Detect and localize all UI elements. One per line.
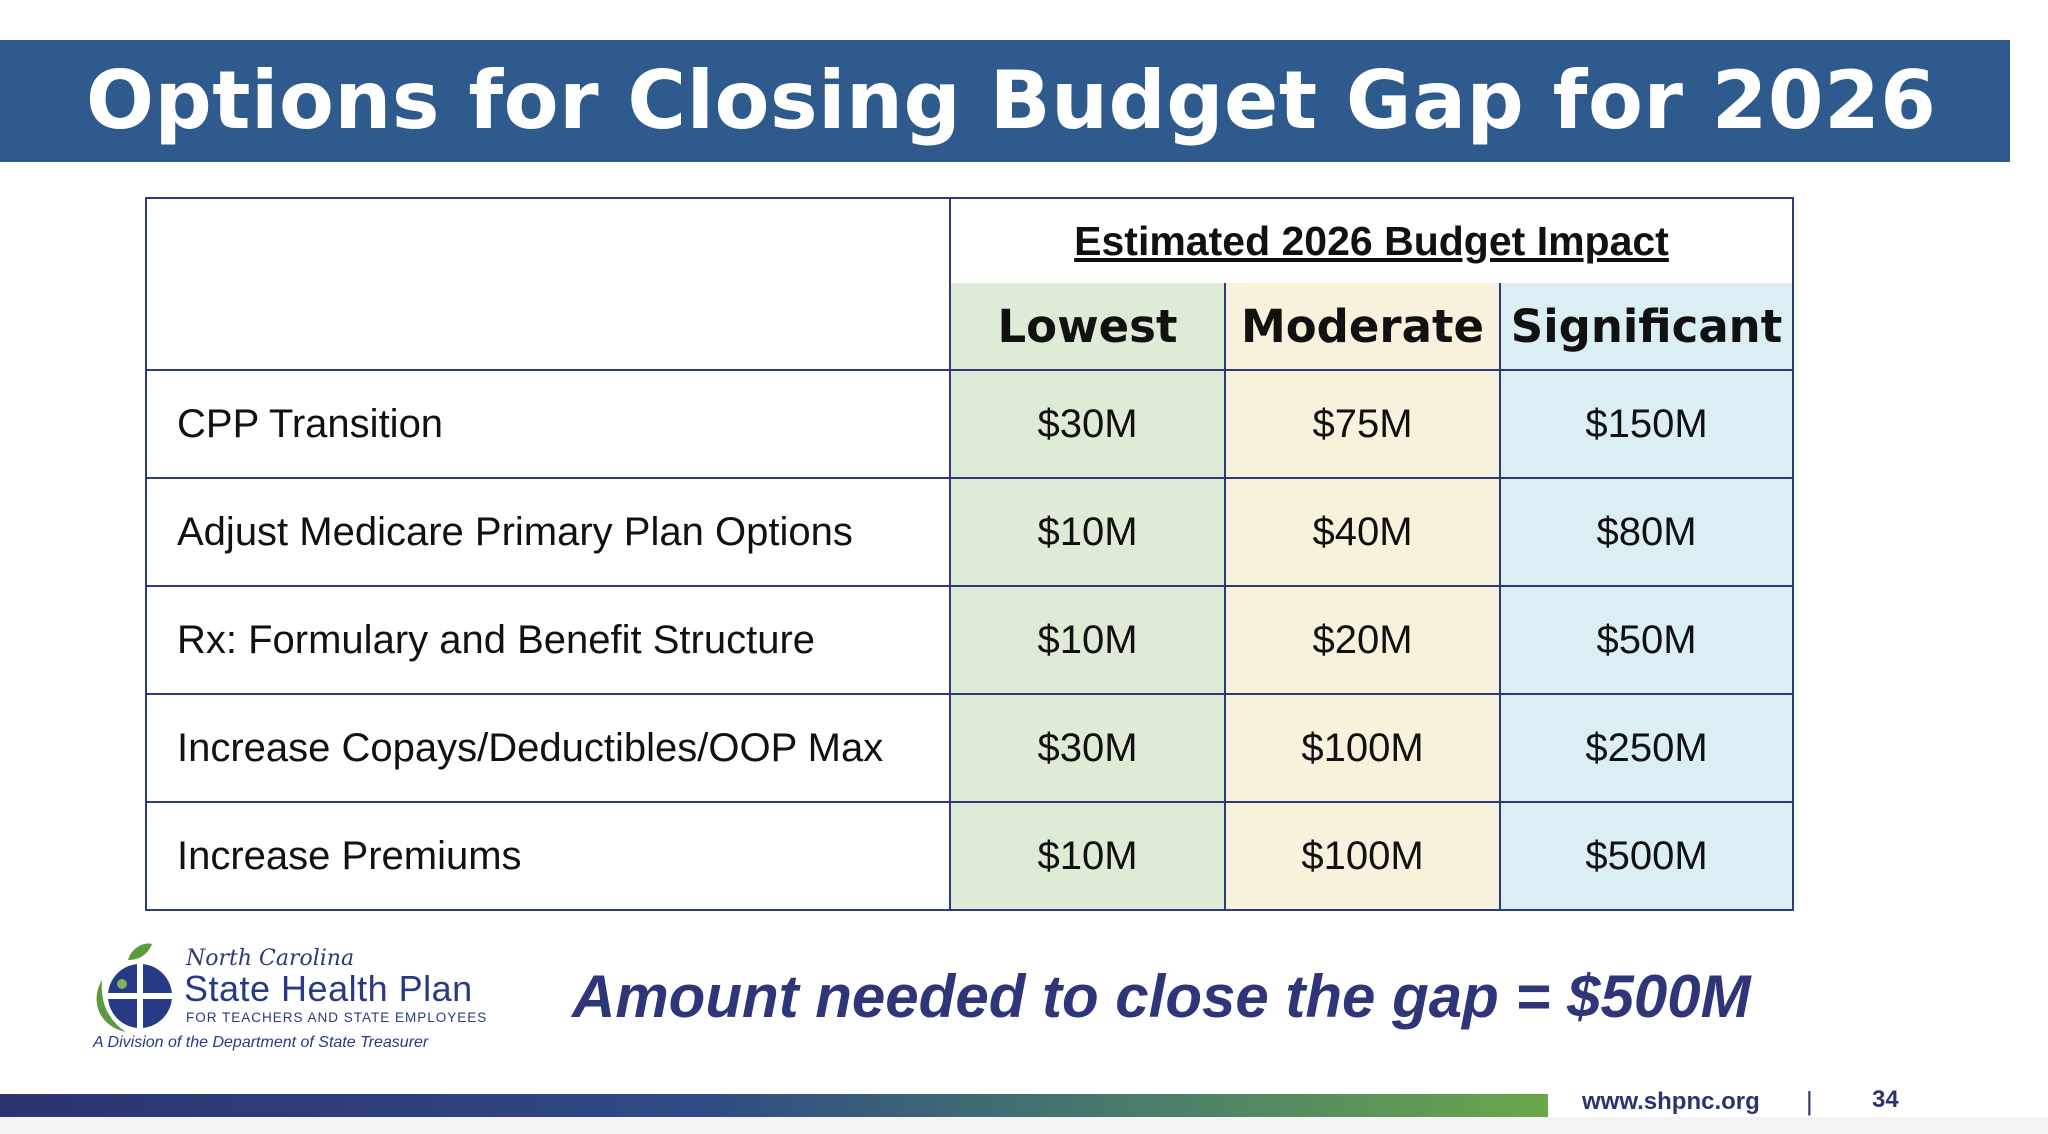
row-label: Rx: Formulary and Benefit Structure — [145, 585, 951, 695]
tier-header-moderate: Moderate — [1224, 283, 1501, 371]
tier-header-lowest: Lowest — [949, 283, 1226, 371]
logo-state-name: North Carolina — [186, 946, 355, 971]
table-row: Rx: Formulary and Benefit Structure $10M… — [145, 585, 1795, 695]
page-number: 34 — [1872, 1086, 1899, 1113]
row-label: Increase Copays/Deductibles/OOP Max — [145, 693, 951, 803]
table-row: Adjust Medicare Primary Plan Options $10… — [145, 477, 1795, 587]
table-row: Increase Copays/Deductibles/OOP Max $30M… — [145, 693, 1795, 803]
value-lowest: $30M — [949, 693, 1226, 803]
value-significant: $50M — [1498, 585, 1795, 695]
bottom-strip — [0, 1117, 2048, 1134]
table-row: CPP Transition $30M $75M $150M — [145, 369, 1795, 479]
footer-url[interactable]: www.shpnc.org — [1582, 1088, 1760, 1115]
value-moderate: $40M — [1224, 477, 1501, 587]
row-label: CPP Transition — [145, 369, 951, 479]
logo-plan-name: State Health Plan — [184, 968, 473, 1009]
budget-impact-group-header: Estimated 2026 Budget Impact — [948, 197, 1795, 283]
value-lowest: $10M — [949, 801, 1226, 911]
value-significant: $150M — [1498, 369, 1795, 479]
gap-summary: Amount needed to close the gap = $500M — [572, 963, 1751, 1030]
value-moderate: $20M — [1224, 585, 1501, 695]
tier-header-significant: Significant — [1498, 283, 1795, 371]
row-label: Increase Premiums — [145, 801, 951, 911]
value-moderate: $75M — [1224, 369, 1501, 479]
table-corner-cell — [145, 197, 951, 371]
title-bar: Options for Closing Budget Gap for 2026 — [0, 40, 2010, 162]
value-significant: $250M — [1498, 693, 1795, 803]
state-health-plan-logo: North Carolina State Health Plan FOR TEA… — [88, 940, 486, 1060]
logo-division: A Division of the Department of State Tr… — [93, 1034, 429, 1051]
value-lowest: $30M — [949, 369, 1226, 479]
value-significant: $80M — [1498, 477, 1795, 587]
value-lowest: $10M — [949, 477, 1226, 587]
value-moderate: $100M — [1224, 693, 1501, 803]
logo-tagline: FOR TEACHERS AND STATE EMPLOYEES — [186, 1010, 488, 1025]
table-row: Increase Premiums $10M $100M $500M — [145, 801, 1795, 911]
value-moderate: $100M — [1224, 801, 1501, 911]
globe-leaf-logo-icon — [96, 943, 172, 1032]
footer-gradient-bar — [0, 1094, 1548, 1117]
value-significant: $500M — [1498, 801, 1795, 911]
budget-impact-table: Estimated 2026 Budget Impact Lowest Mode… — [145, 197, 1795, 911]
budget-impact-header-text: Estimated 2026 Budget Impact — [1074, 217, 1669, 264]
slide-title: Options for Closing Budget Gap for 2026 — [86, 54, 1937, 147]
value-lowest: $10M — [949, 585, 1226, 695]
row-label: Adjust Medicare Primary Plan Options — [145, 477, 951, 587]
footer-separator: | — [1806, 1086, 1813, 1116]
